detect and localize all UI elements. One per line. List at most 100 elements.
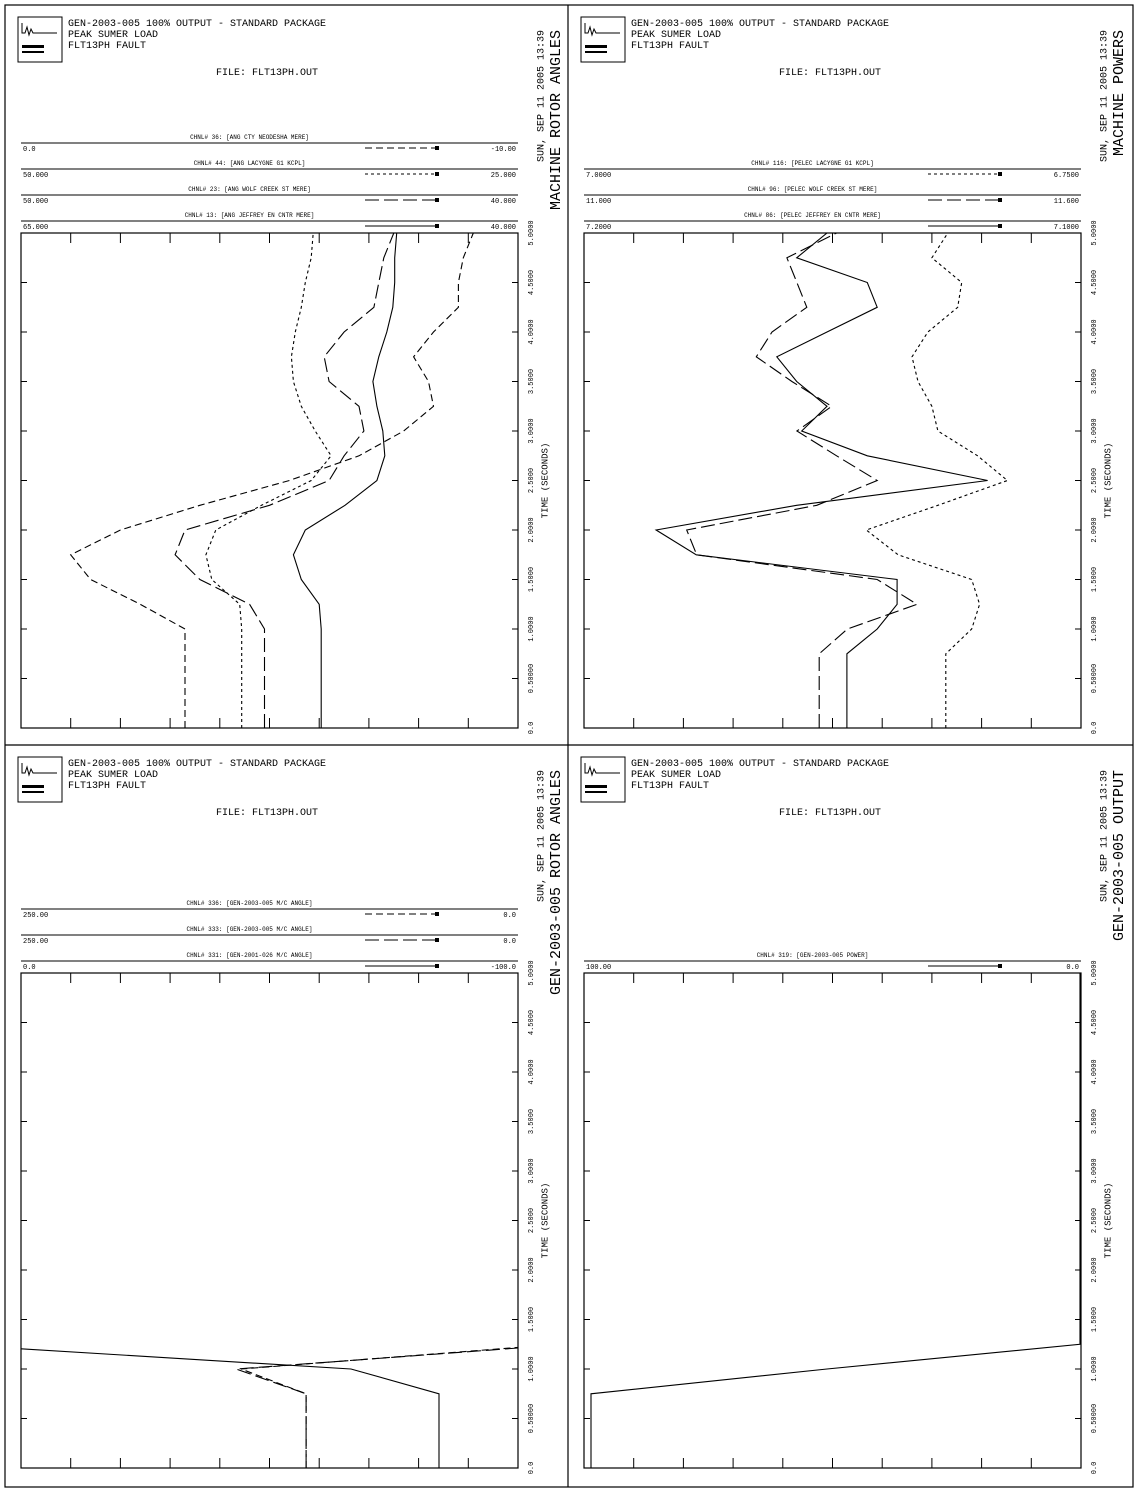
y-tick-label: 1.5000	[528, 1307, 536, 1332]
legend-entry: CHNL# 331: [GEN-2001-026 M/C ANGLE]	[186, 952, 312, 959]
channel-max: 40.000	[491, 224, 516, 232]
plot-date: SUN, SEP 11 2005 13:39	[1100, 30, 1111, 162]
plot-date: SUN, SEP 11 2005 13:39	[537, 770, 548, 902]
legend-marker	[998, 964, 1002, 968]
channel-min: 250.00	[23, 912, 48, 920]
logo	[17, 756, 63, 803]
series-line	[685, 233, 919, 728]
y-tick-label: 0.50000	[528, 664, 536, 693]
logo-text	[585, 791, 607, 793]
legend-marker	[998, 198, 1002, 202]
y-tick-label: 3.5000	[528, 1109, 536, 1134]
channel-max: 6.7500	[1054, 172, 1079, 180]
y-axis-label: TIME (SECONDS)	[1103, 443, 1113, 519]
y-tick-label: 2.5000	[1091, 468, 1099, 493]
channel-min: 250.00	[23, 938, 48, 946]
header-line: PEAK SUMER LOAD	[631, 30, 721, 41]
channel-min: 100.00	[586, 964, 611, 972]
header-line: GEN-2003-005 100% OUTPUT - STANDARD PACK…	[631, 759, 889, 770]
logo-text	[585, 51, 607, 53]
header-line: GEN-2003-005 100% OUTPUT - STANDARD PACK…	[68, 759, 326, 770]
chart-title: MACHINE ROTOR ANGLES	[548, 30, 565, 210]
y-tick-label: 2.0000	[1091, 517, 1099, 542]
y-tick-label: 0.0	[1091, 722, 1099, 735]
logo-wave	[584, 23, 620, 37]
logo-wave	[584, 763, 620, 777]
file-name: FILE: FLT13PH.OUT	[779, 808, 881, 819]
channel-min: 7.0000	[586, 172, 611, 180]
y-axis-label: TIME (SECONDS)	[540, 1183, 550, 1259]
plot-frame	[20, 232, 519, 729]
y-tick-label: 4.0000	[1091, 319, 1099, 344]
legend-marker	[435, 198, 439, 202]
chart-title: MACHINE POWERS	[1111, 30, 1128, 156]
header-line: PEAK SUMER LOAD	[68, 30, 158, 41]
y-tick-label: 1.0000	[528, 1356, 536, 1381]
legend-entry: CHNL# 13: [ANG JEFFREY EN CNTR MERE]	[185, 212, 315, 219]
series-line	[174, 233, 395, 728]
channel-max: 0.0	[503, 938, 516, 946]
series-line	[69, 233, 474, 728]
header-line: GEN-2003-005 100% OUTPUT - STANDARD PACK…	[68, 19, 326, 30]
header-line: PEAK SUMER LOAD	[631, 770, 721, 781]
header-line: FLT13PH FAULT	[68, 781, 146, 792]
plot-date: SUN, SEP 11 2005 13:39	[1100, 770, 1111, 902]
y-tick-label: 4.0000	[528, 319, 536, 344]
series-line	[240, 1346, 518, 1468]
y-tick-label: 3.5000	[1091, 1109, 1099, 1134]
panel: GEN-2003-005 100% OUTPUT - STANDARD PACK…	[580, 16, 1128, 735]
y-tick-label: 4.5000	[528, 270, 536, 295]
channel-min: 65.000	[23, 224, 48, 232]
panel: GEN-2003-005 100% OUTPUT - STANDARD PACK…	[580, 756, 1128, 1474]
legend-entry: CHNL# 23: [ANG WOLF CREEK ST MERE]	[188, 186, 310, 193]
legend-marker	[435, 224, 439, 228]
legend-entry: CHNL# 44: [ANG LACYGNE G1 KCPL]	[194, 160, 306, 167]
legend-marker	[435, 938, 439, 942]
series-line	[865, 233, 1009, 728]
legend-marker	[435, 146, 439, 150]
y-tick-label: 4.0000	[528, 1059, 536, 1084]
y-tick-label: 5.0000	[528, 220, 536, 245]
series-line	[292, 233, 398, 728]
chart-title: GEN-2003-005 OUTPUT	[1111, 770, 1128, 941]
logo	[580, 16, 626, 63]
channel-min: 11.000	[586, 198, 611, 206]
channel-min: 0.0	[23, 964, 36, 972]
y-tick-label: 3.0000	[1091, 418, 1099, 443]
file-name: FILE: FLT13PH.OUT	[779, 68, 881, 79]
channel-max: 0.0	[1066, 964, 1079, 972]
y-tick-label: 3.0000	[528, 1158, 536, 1183]
channel-min: 0.0	[23, 146, 36, 154]
plot-date: SUN, SEP 11 2005 13:39	[537, 30, 548, 162]
chart-title: GEN-2003-005 ROTOR ANGLES	[548, 770, 565, 995]
logo-text	[22, 51, 44, 53]
legend-entry: CHNL# 96: [PELEC WOLF CREEK ST MERE]	[748, 186, 878, 193]
legend-entry: CHNL# 86: [PELEC JEFFREY EN CNTR MERE]	[744, 212, 881, 219]
series-line	[205, 233, 332, 728]
panel: GEN-2003-005 100% OUTPUT - STANDARD PACK…	[17, 756, 565, 1474]
plot-frame	[20, 972, 519, 1469]
file-name: FILE: FLT13PH.OUT	[216, 68, 318, 79]
channel-max: 7.1000	[1054, 224, 1079, 232]
channel-max: 25.000	[491, 172, 516, 180]
logo-text	[22, 785, 44, 788]
y-tick-label: 3.0000	[1091, 1158, 1099, 1183]
legend-marker	[998, 224, 1002, 228]
y-tick-label: 2.0000	[528, 517, 536, 542]
legend-marker	[435, 912, 439, 916]
channel-min: 50.000	[23, 172, 48, 180]
y-tick-label: 5.0000	[1091, 220, 1099, 245]
y-tick-label: 4.5000	[1091, 270, 1099, 295]
logo	[580, 756, 626, 803]
y-tick-label: 3.5000	[1091, 369, 1099, 394]
legend-entry: CHNL# 319: [GEN-2003-005 POWER]	[757, 952, 869, 959]
y-tick-label: 2.0000	[528, 1257, 536, 1282]
y-tick-label: 4.0000	[1091, 1059, 1099, 1084]
y-tick-label: 3.5000	[528, 369, 536, 394]
header-line: FLT13PH FAULT	[631, 41, 709, 52]
y-tick-label: 1.5000	[1091, 567, 1099, 592]
y-tick-label: 0.50000	[1091, 664, 1099, 693]
y-tick-label: 4.5000	[528, 1010, 536, 1035]
y-tick-label: 2.5000	[1091, 1208, 1099, 1233]
